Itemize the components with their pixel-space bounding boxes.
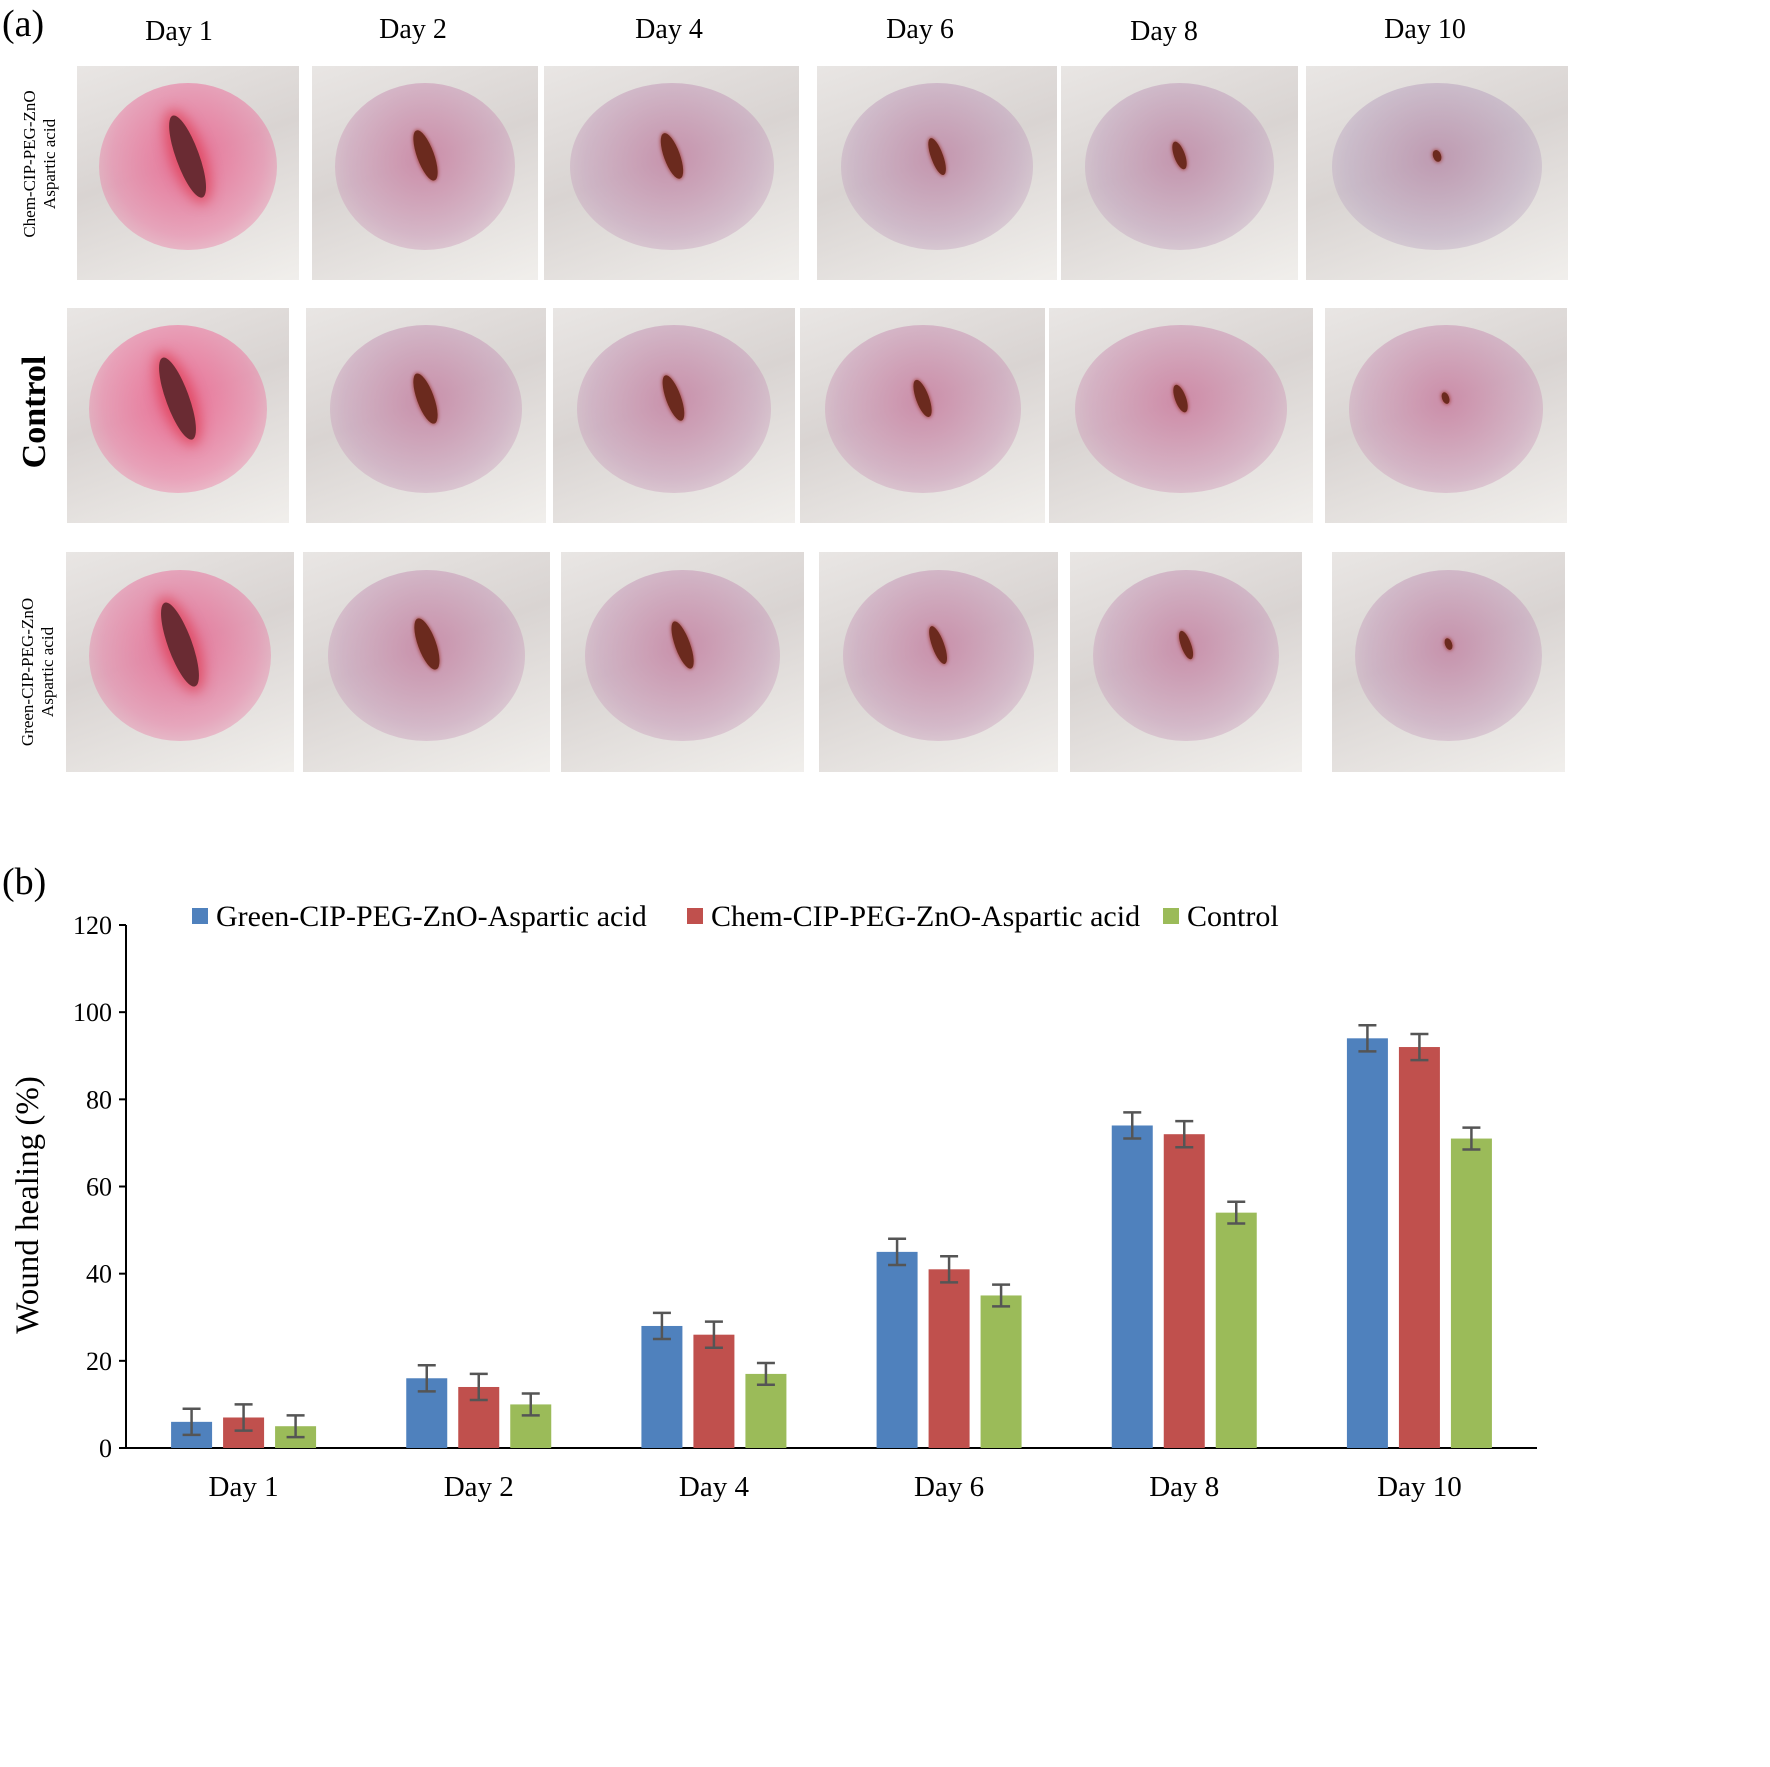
skin-patch (1332, 83, 1542, 251)
wound-photo (817, 66, 1057, 280)
bar-green-cip (1111, 1125, 1153, 1448)
wound-photo (561, 552, 804, 772)
bar-green-cip (641, 1325, 683, 1448)
wound-photo (66, 552, 294, 772)
x-tick-label: Day 4 (679, 1471, 750, 1503)
day-header-2: Day 2 (379, 14, 447, 45)
y-tick-label: 0 (99, 1434, 112, 1463)
wound-photo (1325, 308, 1567, 523)
wound-photo (1332, 552, 1565, 772)
bar-control (1215, 1212, 1257, 1448)
y-tick-label: 20 (86, 1347, 112, 1376)
x-tick-label: Day 2 (444, 1471, 514, 1503)
legend-label: Green-CIP-PEG-ZnO-Aspartic acid (216, 900, 647, 933)
y-axis: 0 20 40 60 80 100 120 (73, 911, 1537, 1463)
bar-control (980, 1295, 1022, 1448)
wound-photo (819, 552, 1058, 772)
row-label-green-line1: Green-CIP-PEG-ZnO (18, 597, 37, 747)
x-tick-label: Day 10 (1377, 1471, 1462, 1503)
row-label-chem-line2: Aspartic acid (40, 118, 59, 210)
day-header-5: Day 8 (1130, 16, 1198, 47)
legend-label: Control (1187, 900, 1279, 933)
legend-label: Chem-CIP-PEG-ZnO-Aspartic acid (711, 900, 1140, 933)
legend-swatch (1163, 908, 1179, 924)
bar-green-cip (876, 1251, 918, 1448)
legend-swatch (192, 908, 208, 924)
wound-photo (800, 308, 1045, 523)
y-tick-label: 60 (86, 1173, 112, 1202)
day-header-1: Day 1 (145, 16, 213, 47)
x-tick-label: Day 6 (914, 1471, 984, 1503)
wound-photo (1306, 66, 1568, 280)
y-tick-label: 80 (86, 1085, 112, 1114)
day-header-3: Day 4 (635, 14, 703, 45)
x-axis-label: Duration of wound (749, 1702, 1171, 1707)
wound-photo (306, 308, 546, 523)
wound-photo (77, 66, 299, 280)
legend-swatch (687, 908, 703, 924)
wound-photo (1049, 308, 1313, 523)
panel-a-letter: (a) (2, 3, 45, 45)
panel-b-letter: (b) (2, 861, 47, 903)
x-tick-label: Day 1 (209, 1471, 279, 1503)
wound-photo (67, 308, 289, 523)
row-label-chem-line1: Chem-CIP-PEG-ZnO (20, 90, 39, 238)
y-axis-label: Wound healing (%) (10, 1076, 46, 1334)
wound-photo (553, 308, 795, 523)
bar-control (745, 1373, 787, 1448)
bar-chem-cip (1398, 1047, 1440, 1448)
x-axis: Day 1 Day 2 Day 4 Day 6 Day 8 Day 10 (209, 1471, 1462, 1503)
chart-legend: Green-CIP-PEG-ZnO-Aspartic acid Chem-CIP-… (192, 900, 1279, 933)
y-tick-label: 120 (73, 911, 112, 940)
row-label-green: Green-CIP-PEG-ZnO Aspartic acid (18, 582, 58, 762)
x-tick-label: Day 8 (1149, 1471, 1219, 1503)
wound-photo (312, 66, 538, 280)
bar-control (1450, 1138, 1492, 1448)
wound-photo (544, 66, 799, 280)
y-tick-label: 100 (73, 998, 112, 1027)
bar-chem-cip (928, 1269, 970, 1448)
wound-photo (303, 552, 550, 772)
row-label-control: Control (16, 355, 53, 469)
bar-series (171, 1023, 1492, 1448)
wound-photo (1061, 66, 1298, 280)
wound-healing-chart: Green-CIP-PEG-ZnO-Aspartic acid Chem-CIP-… (10, 900, 1537, 1707)
day-header-4: Day 6 (886, 14, 954, 45)
bar-chem-cip (693, 1334, 735, 1448)
bar-green-cip (1346, 1038, 1388, 1448)
day-header-6: Day 10 (1384, 14, 1466, 45)
y-tick-label: 40 (86, 1260, 112, 1289)
skin-patch (1355, 569, 1542, 742)
row-label-chem: Chem-CIP-PEG-ZnO Aspartic acid (20, 84, 60, 244)
bar-chem-cip (1163, 1134, 1205, 1448)
wound-photo (1070, 552, 1302, 772)
row-label-green-line2: Aspartic acid (38, 626, 57, 718)
skin-patch (1349, 325, 1543, 493)
